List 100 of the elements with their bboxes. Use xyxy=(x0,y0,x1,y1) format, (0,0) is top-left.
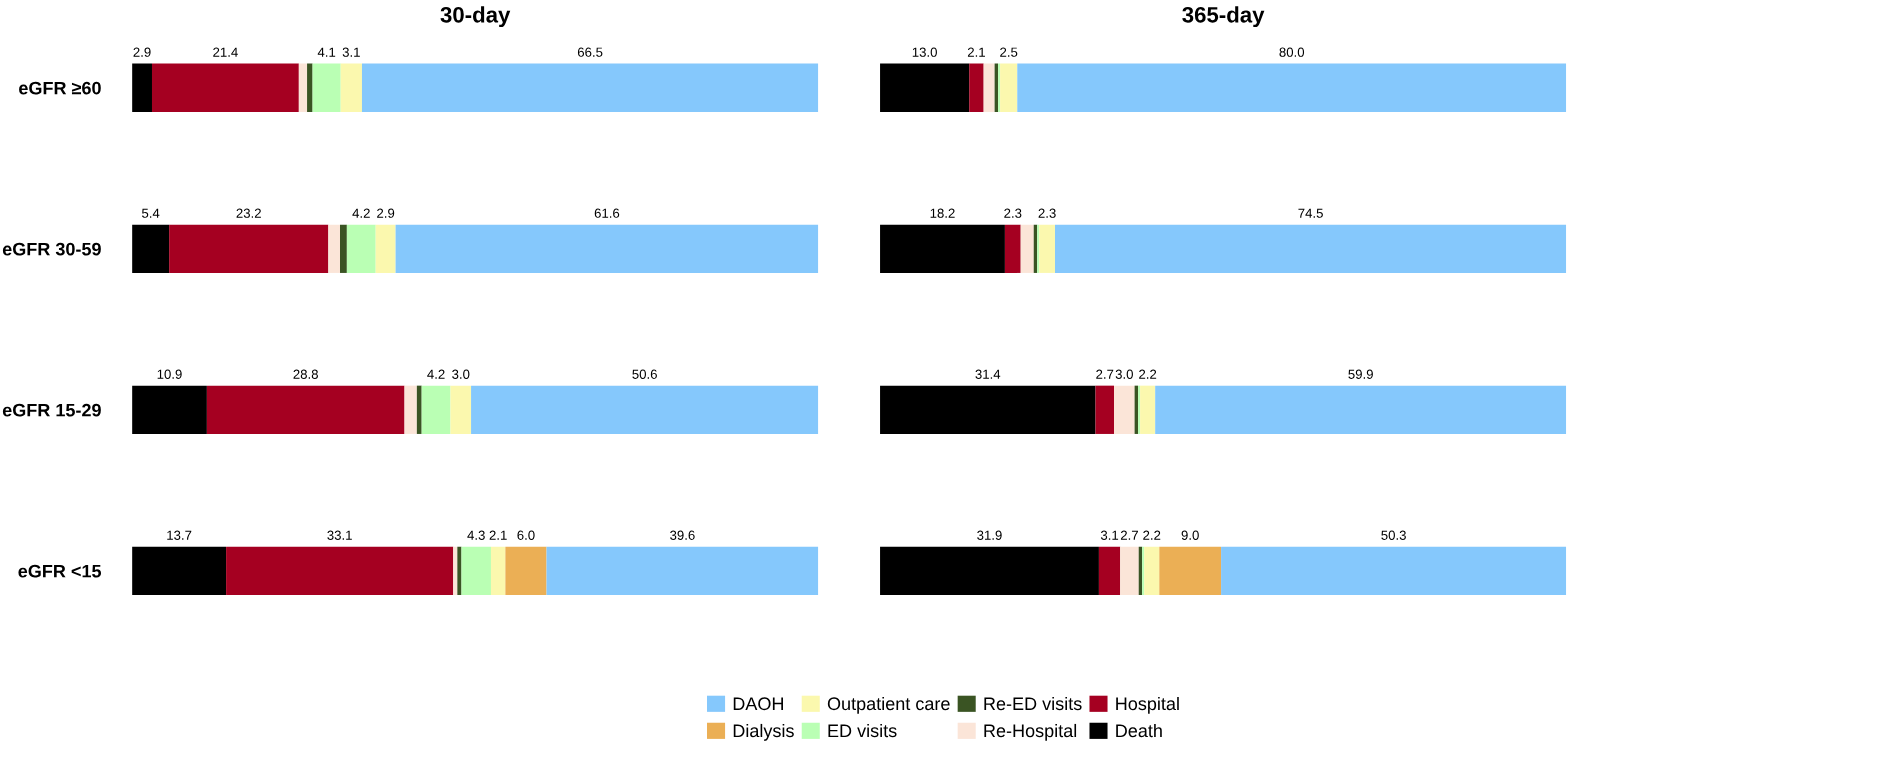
legend-label: ED visits xyxy=(828,723,897,738)
bar xyxy=(151,63,299,112)
data-label: 3.1 xyxy=(1100,530,1119,540)
data-label: 4.3 xyxy=(467,530,485,540)
bar xyxy=(340,63,362,112)
legend-label: Re-ED visits xyxy=(984,696,1082,711)
bar xyxy=(969,63,984,112)
bar xyxy=(132,546,227,595)
chart-title: 365-day xyxy=(1182,6,1265,28)
bar xyxy=(132,385,207,434)
data-label: 31.9 xyxy=(977,530,1002,540)
bar xyxy=(1138,385,1141,434)
bar xyxy=(1120,546,1139,595)
bar xyxy=(340,224,347,273)
bar xyxy=(453,546,458,595)
legend-label: Hospital xyxy=(1116,696,1179,714)
data-label: 80.0 xyxy=(1279,47,1305,57)
bar xyxy=(457,546,462,595)
data-label: 3.0 xyxy=(452,369,470,379)
bar xyxy=(1142,546,1145,595)
bar xyxy=(416,385,422,434)
data-label: 61.6 xyxy=(594,208,620,218)
data-label: 2.7 xyxy=(1096,369,1114,379)
bar xyxy=(421,385,451,434)
data-label: 6.0 xyxy=(517,530,535,540)
data-label: 2.2 xyxy=(1143,530,1161,540)
bar xyxy=(450,385,472,434)
bar xyxy=(1159,546,1222,595)
data-label: 2.3 xyxy=(1038,208,1056,218)
bar xyxy=(1114,385,1135,434)
data-label: 13.7 xyxy=(167,530,192,540)
data-label: 3.0 xyxy=(1115,369,1133,379)
bar xyxy=(132,63,152,112)
bar xyxy=(1144,546,1160,595)
bar xyxy=(346,224,376,273)
legend-label: DAOH xyxy=(733,697,783,711)
bar xyxy=(471,385,819,434)
bar xyxy=(880,224,1005,273)
data-label: 74.5 xyxy=(1298,208,1323,218)
data-label: 2.9 xyxy=(133,47,151,57)
data-label: 10.9 xyxy=(157,369,182,379)
bar xyxy=(404,385,417,434)
bar xyxy=(1039,224,1055,273)
legend-label: Dialysis xyxy=(733,723,794,741)
data-label: 4.2 xyxy=(427,369,445,379)
bar xyxy=(307,63,313,112)
chart-title: 30-day xyxy=(440,6,511,28)
bar xyxy=(1098,546,1121,595)
bar xyxy=(132,224,170,273)
data-label: 39.6 xyxy=(670,530,695,540)
bar xyxy=(546,546,819,595)
bar xyxy=(1095,385,1115,434)
data-label: 2.3 xyxy=(1004,208,1022,218)
legend-label: Death xyxy=(1116,723,1162,738)
data-label: 18.2 xyxy=(930,208,955,218)
bar xyxy=(206,385,405,434)
data-label: 31.4 xyxy=(975,369,1001,379)
bar xyxy=(490,546,506,595)
data-label: 5.4 xyxy=(141,208,160,218)
bar xyxy=(1000,63,1018,112)
data-label: 21.4 xyxy=(213,47,238,57)
bar xyxy=(880,385,1096,434)
legend-label: Outpatient care xyxy=(827,696,950,714)
data-label: 50.3 xyxy=(1381,530,1406,540)
bar xyxy=(298,63,308,112)
data-label: 59.9 xyxy=(1348,369,1373,379)
bar xyxy=(880,546,1099,595)
y-tick-label: eGFR 30-59 xyxy=(2,242,101,256)
data-label: 3.1 xyxy=(342,47,360,57)
bar xyxy=(461,546,491,595)
y-tick-label: eGFR 15-29 xyxy=(2,403,101,417)
legend-label: Re-Hospital xyxy=(984,723,1077,741)
data-label: 2.2 xyxy=(1139,369,1157,379)
bar xyxy=(1155,385,1567,434)
data-label: 66.5 xyxy=(577,47,603,57)
bar xyxy=(998,63,1001,112)
data-label: 2.5 xyxy=(1000,47,1018,57)
bar xyxy=(169,224,329,273)
data-label: 4.1 xyxy=(317,47,336,57)
data-label: 4.2 xyxy=(352,208,370,218)
bar xyxy=(226,546,454,595)
data-label: 2.7 xyxy=(1120,530,1138,540)
data-label: 2.1 xyxy=(967,47,985,57)
bar xyxy=(1140,385,1156,434)
bar xyxy=(1017,63,1567,112)
data-label: 2.9 xyxy=(377,208,395,218)
y-tick-label: eGFR ≥60 xyxy=(19,81,101,95)
data-label: 23.2 xyxy=(236,208,261,218)
bar xyxy=(1004,224,1021,273)
bar xyxy=(1037,224,1040,273)
bar xyxy=(312,63,341,112)
bar xyxy=(361,63,819,112)
data-label: 33.1 xyxy=(327,530,352,540)
bar xyxy=(328,224,340,273)
data-label: 9.0 xyxy=(1181,530,1199,540)
bar xyxy=(375,224,396,273)
data-label: 50.6 xyxy=(632,369,657,379)
bar xyxy=(505,546,547,595)
data-label: 2.1 xyxy=(489,530,507,540)
data-label: 13.0 xyxy=(912,47,937,57)
